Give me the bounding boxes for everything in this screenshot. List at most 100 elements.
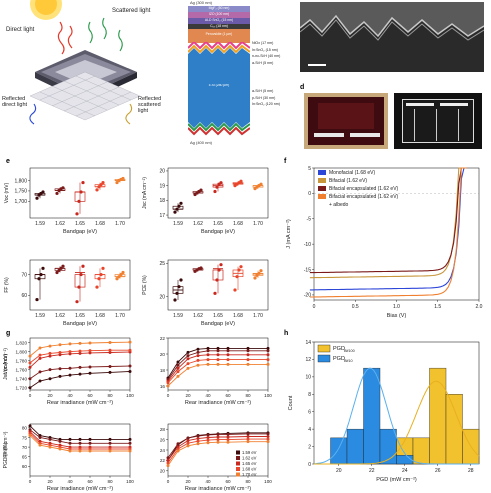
data-point [177, 285, 181, 289]
y-tick-label: 70 [21, 272, 27, 278]
y-tick-label: 16 [160, 384, 166, 389]
data-point [246, 434, 250, 438]
jv-curve [309, 167, 467, 274]
data-point [48, 351, 52, 355]
data-point [48, 354, 52, 358]
y-axis-label: J (mA cm⁻²) [286, 219, 292, 249]
data-point [216, 438, 220, 442]
stack-layer-mgf2: MgF₂ (50 nm) [188, 6, 250, 12]
panel-b-stack: Ag (300 nm) MgF₂ (50 nm) IZO (100 nm) AL… [178, 0, 290, 150]
y-tick-label: 14 [305, 340, 311, 346]
data-point [48, 445, 52, 449]
y-tick-label: 1,750 [14, 189, 27, 195]
y-axis-label: Jsc (mA cm⁻²) [3, 348, 9, 380]
x-tick-label: 80 [245, 479, 251, 484]
x-tick-label: 1.59 [35, 313, 45, 319]
data-point [38, 379, 42, 383]
x-tick-label: 1.65 [213, 221, 223, 227]
right-label: a-Si:H (5 nm) [252, 89, 274, 93]
data-point [59, 266, 63, 270]
data-point [78, 441, 82, 445]
y-axis-label: Voc (mV) [4, 182, 10, 203]
data-point [217, 268, 221, 272]
legend-label: 1.62 eV [242, 456, 257, 461]
data-point [35, 297, 39, 302]
x-tick-label: 1.5 [434, 304, 441, 310]
data-point [186, 441, 190, 445]
legend-swatch [236, 472, 240, 477]
data-point [246, 362, 250, 366]
x-tick-label: 1.70 [253, 221, 263, 227]
data-point [58, 343, 62, 347]
data-point [213, 189, 217, 194]
data-point [75, 300, 79, 304]
legend-label: Bifacial (1.62 eV) [329, 178, 367, 184]
data-point [176, 363, 180, 367]
x-axis-label: Rear irradiance (mW cm⁻²) [47, 400, 113, 406]
x-tick-label: 60 [87, 393, 93, 398]
data-point [216, 440, 220, 444]
data-point [115, 180, 119, 185]
jv-curve [309, 167, 467, 291]
data-point [108, 350, 112, 354]
data-point [121, 270, 125, 275]
y-tick-label: 1,720 [16, 386, 28, 391]
data-point [68, 342, 72, 346]
legend-swatch [236, 461, 240, 466]
data-point [108, 348, 112, 352]
data-point [219, 263, 223, 267]
data-point [233, 288, 237, 292]
data-point [55, 191, 59, 196]
x-tick-label: 26 [435, 468, 441, 474]
x-axis-label: Bandgap (eV) [201, 229, 235, 235]
data-point [206, 433, 210, 437]
data-point [75, 212, 79, 216]
data-point [216, 358, 220, 362]
x-tick-label: 20 [185, 479, 191, 484]
data-point [206, 353, 210, 357]
data-point [95, 285, 99, 289]
y-tick-label: 28 [160, 427, 166, 432]
x-axis-label: PGD (mW cm⁻²) [376, 477, 417, 483]
data-point [58, 439, 62, 443]
direct-light-label: Direct light [6, 27, 35, 33]
data-point [88, 365, 92, 369]
data-point [78, 349, 82, 353]
data-point [38, 356, 42, 360]
data-point [266, 432, 270, 436]
data-point [41, 266, 45, 270]
x-tick-label: 1.0 [393, 304, 400, 310]
data-point [68, 437, 72, 441]
data-point [216, 435, 220, 439]
data-point [78, 437, 82, 441]
legend-swatch [318, 186, 326, 191]
data-point [166, 381, 170, 385]
data-point [219, 181, 223, 185]
data-point [68, 366, 72, 370]
y-axis-label: PGD (mW cm⁻²) [3, 431, 9, 468]
panel-f-jv-curves: 0 0.5 1.0 1.5 2.0 5 0 -5 -10 -15 -20 Bias (V) J (mA … [286, 166, 483, 319]
data-point [206, 346, 210, 350]
data-point [196, 347, 200, 351]
data-point [38, 435, 42, 439]
right-label: n-nc-Si:H (40 nm) [252, 54, 281, 58]
x-tick-label: 60 [225, 393, 231, 398]
data-point [78, 365, 82, 369]
data-point [186, 362, 190, 366]
data-point [237, 268, 241, 272]
x-tick-label: 1.65 [75, 313, 85, 319]
data-point [175, 291, 179, 295]
y-tick-label: 26 [160, 437, 166, 442]
data-point [216, 353, 220, 357]
legend-label: 1.70 eV [242, 472, 257, 477]
data-point [255, 273, 259, 277]
data-point [68, 350, 72, 354]
data-point [239, 265, 243, 269]
data-point [246, 437, 250, 441]
data-point [246, 349, 250, 353]
y-tick-label: 0 [308, 462, 311, 468]
data-point [176, 374, 180, 378]
data-point [226, 358, 230, 362]
data-point [206, 438, 210, 442]
hist-bar-blue [379, 428, 397, 465]
